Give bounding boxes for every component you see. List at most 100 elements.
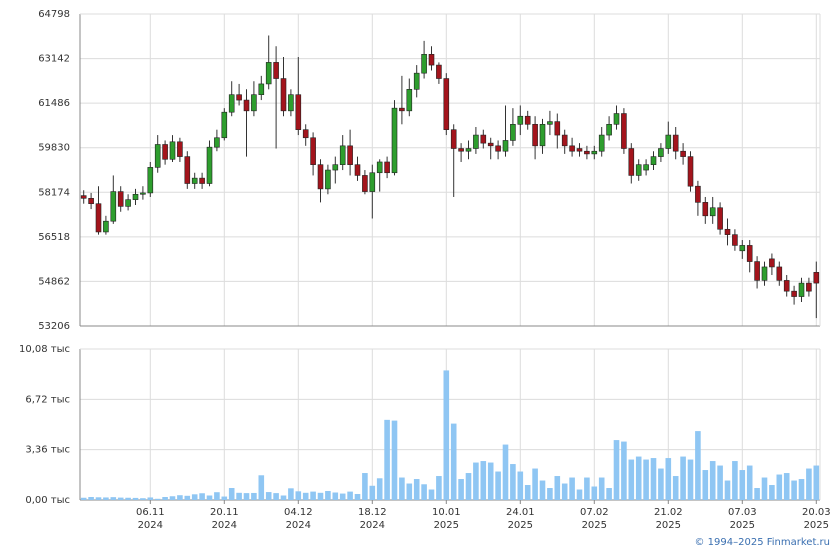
volume-bar	[761, 477, 768, 500]
y-tick-label: 63142	[38, 54, 70, 65]
candle-body	[117, 191, 124, 207]
candle-body	[369, 172, 376, 192]
volume-bar	[510, 464, 516, 500]
candle-body	[658, 148, 664, 157]
candle-body	[295, 94, 302, 130]
candle-body	[443, 78, 450, 130]
candle-body	[621, 113, 627, 149]
candle-body	[251, 94, 257, 112]
volume-bar	[754, 488, 760, 500]
candle-body	[791, 290, 797, 297]
volume-bar	[628, 459, 635, 500]
candle-body	[88, 198, 94, 204]
candle-body	[628, 148, 635, 176]
y-tick-label: 0,00 тыс	[25, 495, 70, 506]
candle-body	[606, 123, 612, 136]
volume-bar	[650, 458, 657, 500]
x-tick-label: 2025	[804, 520, 829, 531]
candle-body	[635, 164, 642, 176]
candle-body	[554, 121, 561, 136]
candle-body	[258, 83, 265, 95]
y-tick-label: 10,08 тыс	[19, 344, 70, 355]
candle-body	[665, 134, 672, 149]
volume-bar	[450, 423, 457, 500]
volume-bar	[783, 473, 790, 500]
volume-bar	[288, 488, 294, 500]
candle-body	[532, 123, 538, 147]
volume-bar	[184, 495, 191, 500]
candle-body	[273, 62, 279, 79]
candle-body	[495, 145, 501, 152]
candle-body	[502, 140, 509, 152]
x-tick-label: 2025	[582, 520, 607, 531]
candle-body	[221, 111, 228, 139]
footer: © 1994–2025 Finmarket.ru	[694, 537, 830, 548]
volume-bar	[273, 493, 279, 500]
volume-bar	[177, 495, 183, 500]
volume-bar	[169, 496, 176, 500]
volume-bar	[332, 492, 339, 500]
candle-body	[539, 123, 546, 147]
volume-bar	[265, 492, 272, 500]
candle-body	[288, 94, 294, 112]
candle-body	[332, 164, 339, 171]
x-tick-label: 24.01	[506, 507, 535, 518]
candle-body	[672, 134, 679, 152]
candle-body	[569, 145, 575, 152]
volume-bar	[480, 461, 487, 500]
volume-bar	[428, 489, 435, 500]
volume-bar	[695, 431, 701, 500]
volume-bar	[665, 458, 672, 500]
volume-bar	[413, 479, 420, 500]
candle-body	[480, 134, 487, 144]
candle-body	[576, 148, 583, 152]
volume-bar	[517, 471, 524, 500]
y-tick-label: 56518	[38, 232, 70, 243]
candle-body	[613, 113, 620, 125]
candle-body	[302, 129, 309, 139]
volume-bar	[443, 370, 450, 500]
volume-bar	[569, 477, 575, 500]
candle-body	[243, 99, 250, 112]
volume-bar	[613, 440, 620, 500]
x-tick-label: 20.11	[210, 507, 239, 518]
candle-body	[147, 167, 154, 194]
y-tick-label: 64798	[38, 9, 70, 20]
volume-bar	[347, 491, 353, 500]
volume-bar	[214, 492, 220, 500]
candle-body	[214, 137, 220, 148]
volume-bar	[798, 479, 805, 500]
x-tick-label: 2024	[138, 520, 163, 531]
volume-bar	[251, 492, 257, 500]
candle-body	[709, 207, 716, 217]
x-tick-label: 2025	[656, 520, 681, 531]
candle-body	[584, 150, 590, 155]
volume-bar	[162, 497, 168, 500]
candle-body	[465, 148, 472, 152]
volume-bar	[791, 480, 797, 500]
volume-bar	[199, 493, 205, 500]
volume-bar	[310, 491, 316, 500]
volume-bar	[487, 462, 494, 500]
candle-body	[406, 89, 413, 112]
volume-bar	[769, 485, 775, 500]
volume-bar	[502, 444, 509, 500]
volume-bar	[680, 456, 686, 500]
volume-bar	[228, 488, 235, 500]
volume-bar	[591, 486, 598, 500]
volume-bar	[658, 468, 664, 500]
candle-body	[458, 148, 464, 152]
volume-bar	[221, 496, 228, 500]
candle-body	[776, 266, 783, 281]
candle-body	[687, 156, 694, 187]
volume-bar	[95, 497, 102, 500]
volume-bar	[739, 470, 746, 500]
candle-body	[724, 228, 731, 235]
volume-bar	[421, 484, 427, 500]
candle-body	[524, 115, 531, 125]
x-tick-label: 21.02	[654, 507, 683, 518]
candle-body	[517, 115, 524, 125]
candle-body	[95, 203, 102, 233]
candle-body	[206, 146, 213, 184]
